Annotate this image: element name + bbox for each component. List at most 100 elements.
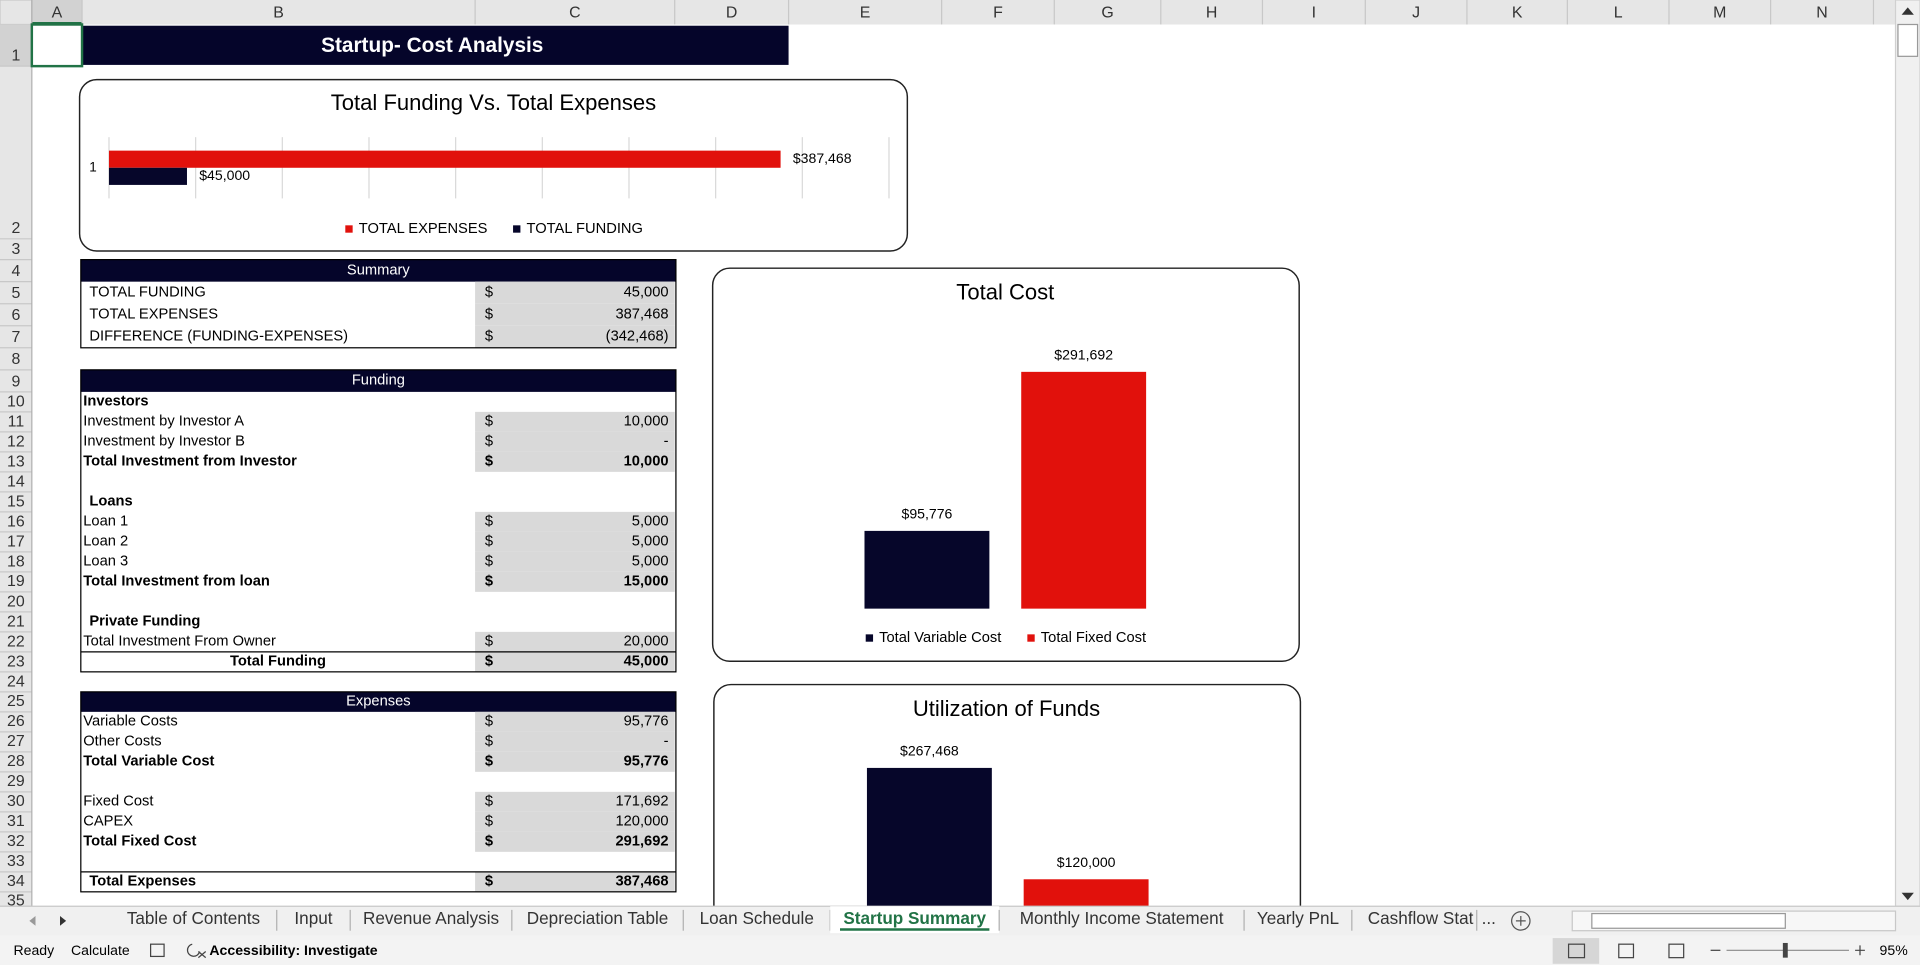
sheet-tab[interactable]: Cashflow Stat (1368, 908, 1474, 928)
row-header-bar (0, 24, 32, 907)
row-header: 24 (7, 673, 25, 690)
value-cell (475, 811, 675, 832)
value: - (664, 734, 669, 750)
chart: Utilization of Funds $267,468 $120,000 (713, 683, 1302, 907)
status-accessibility[interactable]: Accessibility: Investigate (209, 942, 377, 958)
value: 5,000 (632, 514, 669, 530)
value: 10,000 (624, 414, 669, 430)
sheet-tab[interactable]: Depreciation Table (527, 908, 669, 928)
value: 95,776 (624, 754, 669, 770)
currency: $ (485, 534, 493, 550)
value-cell (475, 751, 675, 772)
currency: $ (485, 874, 493, 890)
row-label: Investment by Investor B (83, 434, 245, 450)
row-header: 5 (11, 285, 20, 302)
value-cell (475, 731, 675, 752)
row-label: Total Fixed Cost (83, 834, 196, 850)
zoom-in[interactable] (1855, 945, 1865, 956)
data-label: $95,776 (901, 506, 952, 522)
legend-swatch (865, 634, 874, 642)
add-sheet[interactable] (1511, 911, 1531, 931)
add-sheet-plus[interactable] (1515, 916, 1526, 926)
row-label: Total Investment From Owner (83, 634, 276, 650)
value-cell (475, 631, 675, 652)
legend-label: Total Variable Cost (879, 630, 1001, 646)
bar (1023, 879, 1149, 907)
sheet-tab[interactable]: Revenue Analysis (363, 908, 499, 928)
row-label: Total Investment from Investor (83, 454, 297, 470)
value-cell (475, 511, 675, 532)
legend-label: TOTAL EXPENSES (359, 221, 488, 237)
sheet-tab[interactable]: Startup Summary (843, 908, 986, 928)
view-page-break[interactable] (1668, 943, 1685, 959)
value-cell (475, 791, 675, 812)
row-header: 1 (11, 48, 20, 65)
accessibility-icon[interactable] (186, 943, 207, 959)
currency: $ (485, 654, 493, 670)
column-header: K (1512, 5, 1523, 22)
value: 20,000 (624, 634, 669, 650)
row-header: 20 (7, 593, 25, 610)
table-header (80, 259, 676, 282)
row-header: 32 (7, 833, 25, 850)
value: 10,000 (624, 454, 669, 470)
horizontal-thumb[interactable] (1591, 912, 1786, 929)
scroll-down[interactable] (1901, 892, 1914, 901)
view-page-layout[interactable] (1618, 943, 1635, 959)
tab-nav-next[interactable] (60, 916, 67, 926)
column-header: E (860, 5, 871, 22)
value: 387,468 (615, 307, 668, 323)
value-cell (475, 303, 675, 326)
sheet-tab[interactable]: Yearly PnL (1257, 908, 1339, 928)
status-calculate[interactable]: Calculate (71, 942, 130, 958)
tab-nav-prev[interactable] (29, 916, 36, 926)
table-header-text: Summary (347, 263, 410, 279)
currency: $ (485, 434, 493, 450)
table-header (80, 369, 676, 392)
bar (866, 767, 992, 907)
value: 171,692 (615, 794, 668, 810)
currency: $ (485, 514, 493, 530)
legend-swatch (513, 225, 521, 233)
zoom-level[interactable]: 95% (1880, 942, 1909, 958)
tab-overflow[interactable]: ... (1482, 908, 1496, 928)
section-title: Loans (89, 494, 132, 510)
value: (342,468) (606, 329, 669, 345)
view-normal[interactable] (1552, 938, 1600, 964)
row-header: 22 (7, 633, 25, 650)
macro-icon[interactable] (150, 943, 165, 958)
row-label: Total Variable Cost (83, 754, 214, 770)
scroll-up[interactable] (1901, 7, 1914, 15)
vertical-scrollbar[interactable] (1894, 0, 1920, 907)
sheet: Startup- Cost Analysis Summary TOTAL FUNDI… (78, 25, 1302, 907)
row-header: 6 (11, 307, 20, 324)
row-label: Total Investment from loan (83, 574, 270, 590)
section-title: Investors (83, 394, 148, 410)
sheet-tab[interactable]: Monthly Income Statement (1020, 908, 1224, 928)
row-header: 26 (7, 713, 25, 730)
chart-frame (713, 683, 1302, 907)
table-border (80, 369, 677, 673)
chart: Total Funding Vs. Total Expenses 1 $387,46… (78, 78, 909, 252)
sheet-tab[interactable]: Input (294, 908, 332, 928)
sheet-tab[interactable]: Loan Schedule (700, 908, 814, 928)
total-value: 387,468 (615, 874, 668, 890)
row-label: Loan 3 (83, 554, 128, 570)
legend-label: Total Fixed Cost (1041, 630, 1146, 646)
row-label: DIFFERENCE (FUNDING-EXPENSES) (89, 329, 348, 345)
column-header: F (993, 5, 1003, 22)
zoom-thumb[interactable] (1782, 942, 1788, 958)
bar (1021, 371, 1147, 609)
view-normal-icon[interactable] (1567, 943, 1586, 959)
row-label: TOTAL FUNDING (89, 285, 205, 301)
row-header: 14 (7, 473, 25, 490)
title-bar (82, 25, 789, 65)
scroll-thumb[interactable] (1897, 23, 1919, 57)
column-header: M (1713, 5, 1726, 22)
status-mode: Ready (13, 942, 55, 958)
sheet-tab[interactable]: Table of Contents (127, 908, 260, 928)
currency: $ (485, 734, 493, 750)
value-cell (475, 711, 675, 732)
currency: $ (485, 454, 493, 470)
chart-title: Utilization of Funds (913, 696, 1100, 721)
